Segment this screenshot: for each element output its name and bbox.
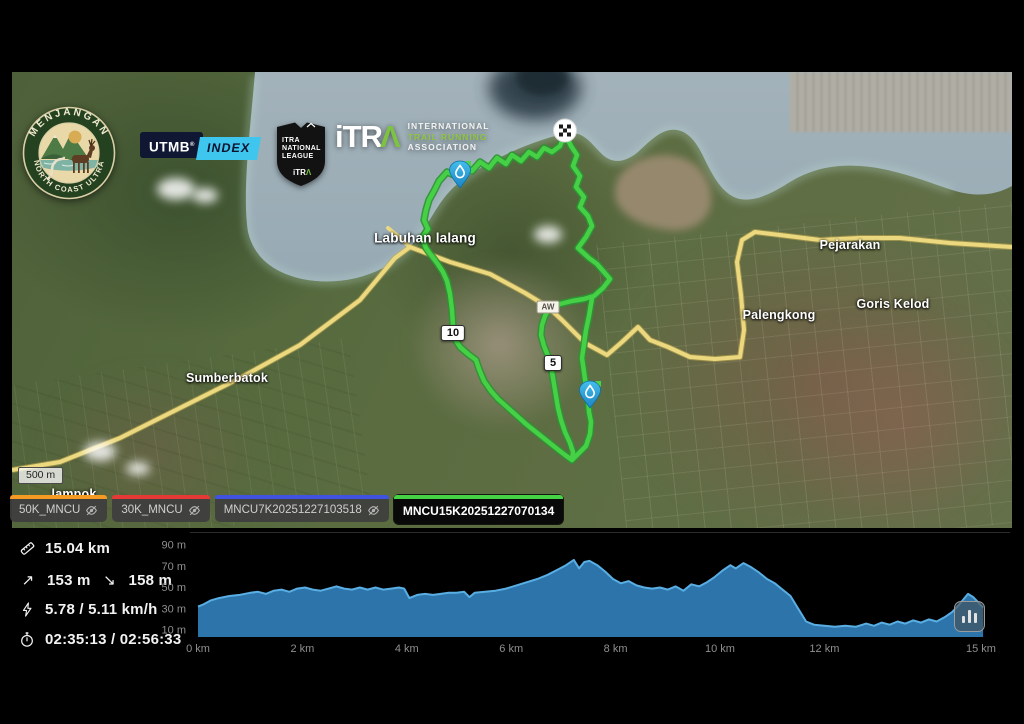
eye-hidden-icon[interactable] [85,504,98,517]
itra-line: TRAIL RUNNING [407,131,488,142]
tab-accent [393,495,564,499]
y-axis-tick-label: 50 m [162,582,186,594]
road-shield-badge: AW [536,300,560,314]
bar-chart-icon [962,616,965,623]
itra-lambda: Λ [379,119,401,155]
tab-track-7k[interactable]: MNCU7K20251227103518 [214,495,389,522]
y-axis-tick-label: 90 m [162,540,186,552]
utmb-wordmark: UTMB® [140,132,203,158]
descent-arrow-icon: ↘ [103,571,116,589]
x-axis-tick-label: 2 km [290,643,314,655]
tab-label: 50K_MNCU [19,504,81,516]
time-value: 02:35:13 / 02:56:33 [45,631,182,648]
peninsula-shape [615,155,712,231]
start-finish-flag-marker[interactable] [552,118,578,149]
speed-value: 5.78 / 5.11 km/h [45,601,158,618]
place-label-sumberbatok: Sumberbatok [185,371,269,385]
tab-accent [214,495,389,499]
km-marker-5: 5 [543,355,563,371]
itra-national-league-logo: ITRA NATIONAL LEAGUE iTRΛ [274,120,328,193]
y-axis-tick-label: 30 m [162,603,186,615]
urban-area-texture [790,72,1012,132]
chart-mode-button[interactable] [954,601,985,632]
svg-text:LEAGUE: LEAGUE [282,153,314,160]
distance-value: 15.04 km [45,540,110,557]
road-main [12,230,1012,472]
stat-time: 02:35:13 / 02:56:33 [18,631,181,648]
y-axis-tick-label: 70 m [162,561,186,573]
tab-track-30k[interactable]: 30K_MNCU [112,495,210,522]
descent-value: 158 m [128,571,173,589]
track-tab-bar: 50K_MNCU 30K_MNCU MNCU7K20251227103518 M… [10,495,564,524]
place-label-goris-kelod: Goris Kelod [856,297,930,311]
itra-wordmark: iTR [335,119,383,155]
itra-line: INTERNATIONAL [407,121,490,131]
tab-track-15k-active[interactable]: MNCU15K20251227070134 [393,495,564,524]
stat-elevation: ↗ 153 m ↘ 158 m [18,571,172,589]
bolt-icon [18,601,36,618]
x-axis-tick-label: 12 km [809,643,839,655]
stat-speed: 5.78 / 5.11 km/h [18,601,157,618]
road-fork [386,226,412,249]
ascent-value: 153 m [47,571,91,589]
stopwatch-icon [18,631,36,648]
ascent-arrow-icon: ↗ [21,571,35,589]
tab-label: MNCU7K20251227103518 [223,504,362,516]
x-axis-tick-label: 8 km [604,643,628,655]
bar-chart-icon [974,613,977,623]
tab-label: 30K_MNCU [121,504,183,516]
svg-text:iTRΛ: iTRΛ [293,168,312,177]
x-axis-tick-label: 6 km [499,643,523,655]
place-label-pejarakan: Pejarakan [819,238,881,252]
water-station-marker[interactable] [448,160,472,194]
eye-hidden-icon[interactable] [367,504,380,517]
elevation-chart[interactable]: 10 m 30 m 50 m 70 m 90 m 0 km 2 km 4 km 6 km 8 km… [0,528,1024,724]
tab-accent [10,495,108,499]
tab-label: MNCU15K20251227070134 [402,504,555,518]
water-drop-icon [449,160,471,189]
map-canvas[interactable]: Labuhan lalang Sumberbatok Pejarakan Gor… [12,72,1012,528]
utmb-index-tag: INDEX [195,137,262,160]
eye-hidden-icon[interactable] [188,504,201,517]
road-casing [12,229,1012,473]
place-label-labuhan-lalang: Labuhan lalang [374,230,476,246]
elevation-area [198,559,984,637]
x-axis-tick-label: 15 km [966,643,996,655]
checkered-flag-icon [553,118,577,143]
chart-top-divider [190,532,1010,533]
place-label-palengkong: Palengkong [742,308,816,322]
itra-line: ASSOCIATION [407,142,478,152]
x-axis-tick-label: 4 km [395,643,419,655]
ruler-icon [18,540,36,557]
km-marker-10: 10 [440,325,466,341]
elevation-line [197,558,984,628]
y-axis-tick-label: 10 m [162,625,186,637]
water-drop-icon [579,380,601,409]
bar-chart-icon [968,610,971,623]
stat-distance: 15.04 km [18,540,110,557]
tab-accent [112,495,210,499]
water-station-marker[interactable] [578,380,602,414]
x-axis-tick-label: 0 km [186,643,210,655]
shallow-water-fringe [242,75,953,285]
x-axis-tick-label: 10 km [705,643,735,655]
tab-track-50k[interactable]: 50K_MNCU [10,495,108,522]
svg-text:NATIONAL: NATIONAL [282,145,321,152]
event-logo-menjangan: MENJANGAN NORTH COAST ULTRA [22,106,116,200]
deer-silhouette [72,138,96,173]
map-scale-bar: 500 m [18,467,64,484]
svg-text:ITRA: ITRA [282,137,300,144]
itra-association-logo: iTR Λ INTERNATIONAL TRAIL RUNNING ASSOCIA… [335,119,490,155]
